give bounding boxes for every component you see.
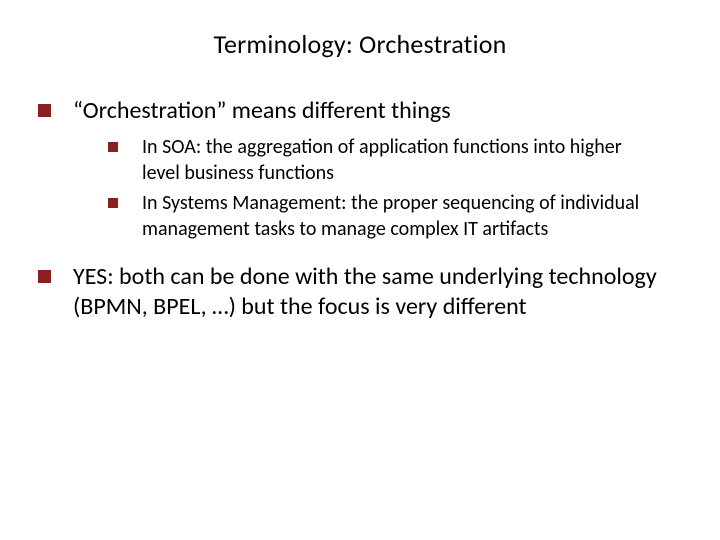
square-bullet-icon [108,198,118,208]
list-item-text: “Orchestration” means different things [73,96,451,126]
list-item-text: YES: both can be done with the same unde… [73,262,660,322]
slide-title: Terminology: Orchestration [0,28,720,60]
list-item-text: In SOA: the aggregation of application f… [142,134,660,186]
slide: Terminology: Orchestration “Orchestratio… [0,0,720,540]
list-item: In SOA: the aggregation of application f… [108,134,660,186]
sub-list: In SOA: the aggregation of application f… [108,134,660,242]
list-item: In Systems Management: the proper sequen… [108,190,660,242]
square-bullet-icon [108,142,118,152]
list-item: “Orchestration” means different things [38,96,660,126]
list-item-text: In Systems Management: the proper sequen… [142,190,660,242]
square-bullet-icon [38,270,51,283]
slide-body: “Orchestration” means different things I… [38,96,660,330]
square-bullet-icon [38,104,51,117]
list-item: YES: both can be done with the same unde… [38,262,660,322]
